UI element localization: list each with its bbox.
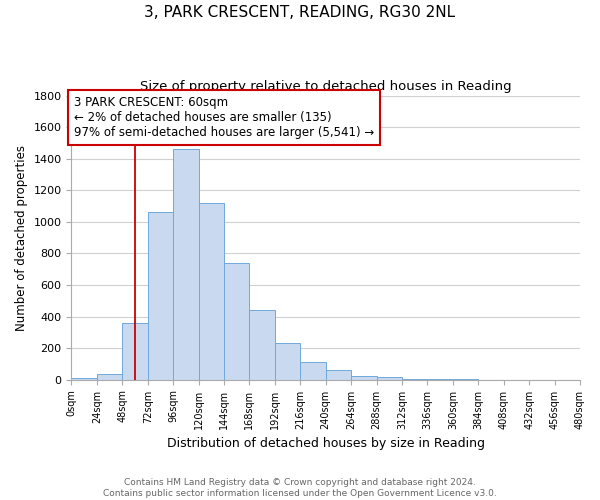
Text: 3, PARK CRESCENT, READING, RG30 2NL: 3, PARK CRESCENT, READING, RG30 2NL [145,5,455,20]
Title: Size of property relative to detached houses in Reading: Size of property relative to detached ho… [140,80,512,93]
Bar [173,149,199,380]
Y-axis label: Number of detached properties: Number of detached properties [15,144,28,330]
Bar [71,378,97,380]
Bar [326,370,351,380]
Bar [199,203,224,380]
Bar [300,362,326,380]
Text: Contains HM Land Registry data © Crown copyright and database right 2024.
Contai: Contains HM Land Registry data © Crown c… [103,478,497,498]
Bar [224,263,250,380]
Text: 3 PARK CRESCENT: 60sqm
← 2% of detached houses are smaller (135)
97% of semi-det: 3 PARK CRESCENT: 60sqm ← 2% of detached … [74,96,374,140]
Bar [351,376,377,380]
Bar [377,378,402,380]
Bar [275,344,300,380]
X-axis label: Distribution of detached houses by size in Reading: Distribution of detached houses by size … [167,437,485,450]
Bar [250,310,275,380]
Bar [122,323,148,380]
Bar [97,374,122,380]
Bar [148,212,173,380]
Bar [402,379,427,380]
